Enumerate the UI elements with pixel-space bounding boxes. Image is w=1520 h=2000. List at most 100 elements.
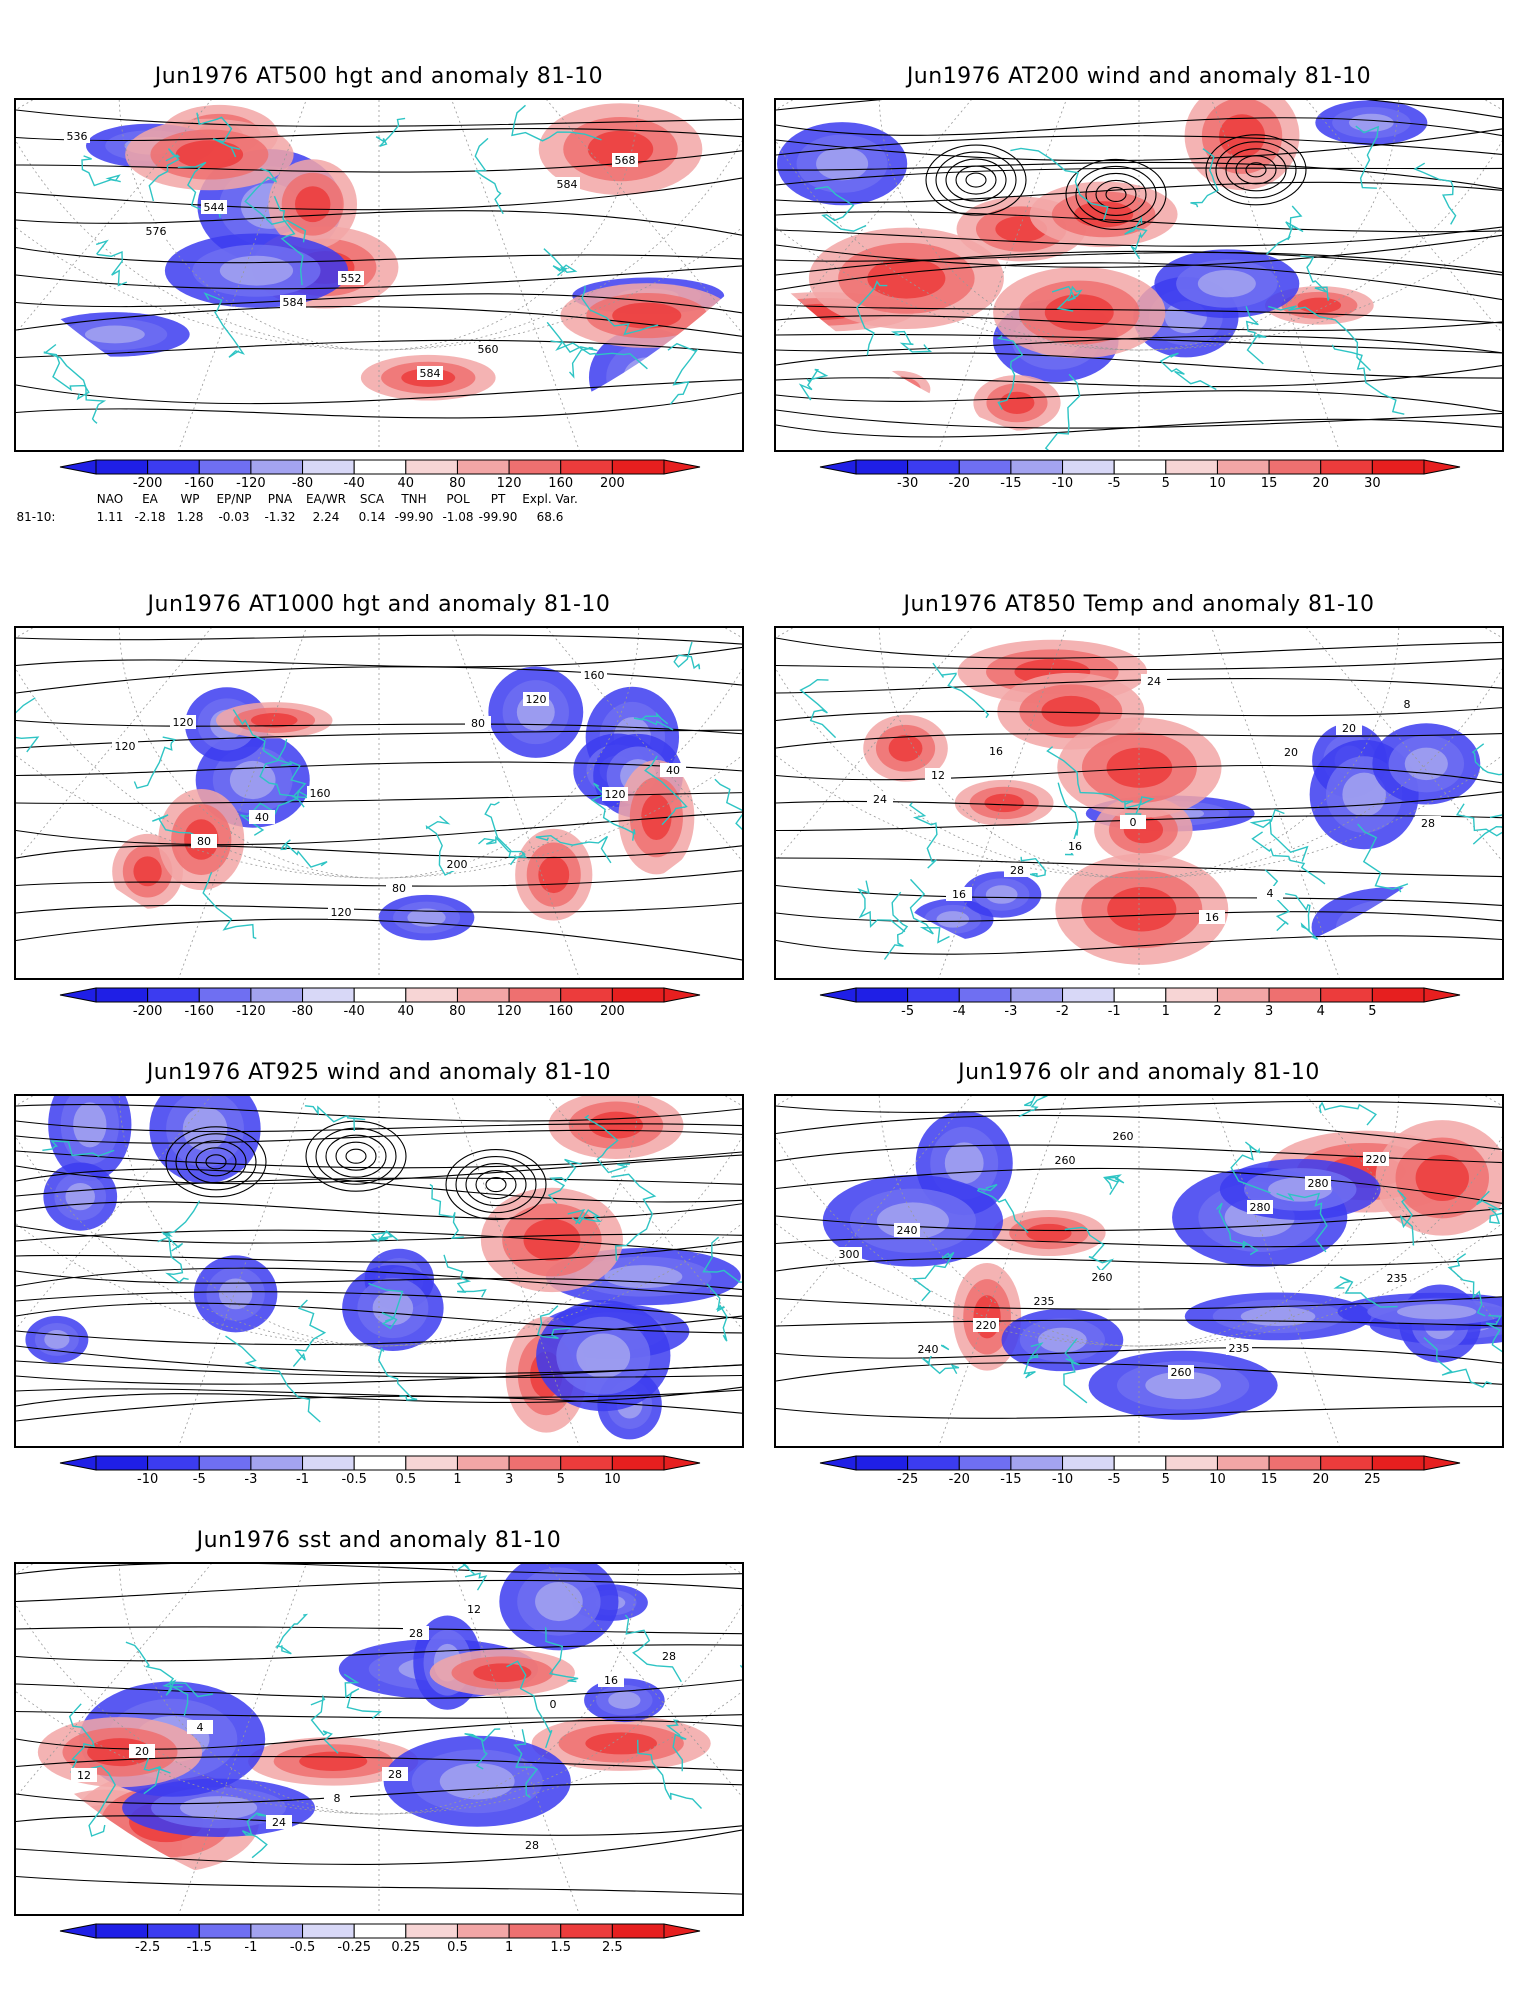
contour-label-bg bbox=[523, 692, 549, 706]
teleconnection-value: 68.6 bbox=[536, 510, 564, 524]
colorbar-graphic bbox=[59, 459, 701, 475]
contour-label-bg bbox=[1257, 886, 1283, 900]
coastlines bbox=[911, 1096, 1502, 1404]
colorbar-swatch bbox=[907, 987, 960, 1003]
colorbar-tick-label: 1 bbox=[504, 1940, 514, 1955]
colorbar-tick-label: 1.5 bbox=[550, 1940, 572, 1955]
teleconnection-header: POL bbox=[446, 492, 470, 506]
colorbar-tick-label: 80 bbox=[449, 476, 466, 491]
coastline bbox=[637, 1739, 703, 1809]
colorbar-tick-label: 3 bbox=[1264, 1004, 1274, 1019]
contour-line bbox=[776, 733, 1502, 749]
coastline bbox=[702, 1236, 742, 1283]
contour-label: 80 bbox=[197, 835, 211, 848]
anomaly-blob bbox=[984, 793, 1024, 813]
contour-line bbox=[776, 1114, 1502, 1150]
colorbar-tick-label: 120 bbox=[496, 1004, 522, 1019]
meridian bbox=[451, 628, 580, 978]
colorbar-tick-label: 5 bbox=[556, 1472, 565, 1487]
contour-label-bg bbox=[519, 1838, 545, 1852]
vortex-streamline bbox=[1225, 148, 1287, 192]
anomaly-blob bbox=[182, 1106, 228, 1151]
vortex-streamline bbox=[475, 1170, 517, 1200]
contour-label: 20 bbox=[1284, 746, 1298, 759]
teleconnection-header: EP/NP bbox=[216, 492, 252, 506]
contour-line bbox=[776, 637, 1502, 659]
contour-label-bg bbox=[465, 716, 491, 730]
vortex-streamline bbox=[945, 158, 1007, 202]
coastline bbox=[478, 835, 526, 866]
colorbar-tick-label: -25 bbox=[897, 1472, 919, 1487]
coastline bbox=[196, 112, 241, 158]
contour-label-bg bbox=[1031, 1294, 1057, 1308]
streamline bbox=[776, 352, 1502, 379]
colorbar-swatch bbox=[1216, 1455, 1270, 1471]
colorbar-tick-label: -160 bbox=[184, 476, 215, 491]
coastline bbox=[259, 738, 305, 808]
contour-label: 8 bbox=[334, 1792, 341, 1805]
contour-line bbox=[16, 845, 742, 859]
contour-label-bg bbox=[382, 1767, 408, 1781]
colorbar-tick-label: -0.5 bbox=[341, 1472, 367, 1487]
colorbar-swatch bbox=[456, 987, 510, 1003]
coastline bbox=[909, 878, 950, 944]
colorbar-tick-label: 4 bbox=[1316, 1004, 1325, 1019]
contour-line bbox=[16, 1719, 742, 1750]
anomaly-blob bbox=[1107, 887, 1177, 932]
colorbar-swatch bbox=[1113, 987, 1167, 1003]
colorbar-swatch bbox=[1165, 459, 1218, 475]
outer-domain bbox=[16, 280, 742, 450]
anomaly-blob bbox=[936, 911, 970, 928]
contour-line bbox=[776, 1234, 1502, 1248]
colorbar-swatch bbox=[907, 1455, 960, 1471]
colorbar-min-arrow bbox=[819, 1455, 857, 1471]
colorbar-max-arrow bbox=[1423, 1455, 1461, 1471]
colorbar-max-arrow bbox=[663, 1455, 701, 1471]
colorbar-tick-label: -5 bbox=[1107, 1472, 1121, 1487]
colorbar-swatch bbox=[405, 987, 458, 1003]
coastline bbox=[1455, 803, 1502, 845]
colorbar-swatch bbox=[958, 459, 1012, 475]
contour-label-bg bbox=[836, 1247, 862, 1261]
teleconnection-header: Expl. Var. bbox=[522, 492, 578, 506]
anomaly-blob bbox=[576, 1333, 631, 1378]
colorbar-tick-label: -2.5 bbox=[134, 1940, 161, 1955]
streamline bbox=[16, 1291, 742, 1320]
coastline bbox=[148, 148, 180, 202]
contour-label: 536 bbox=[67, 130, 88, 143]
map-frame bbox=[14, 1094, 744, 1448]
colorbar-swatch bbox=[560, 1923, 613, 1939]
streamline bbox=[16, 1395, 742, 1422]
colorbar-swatch bbox=[508, 459, 562, 475]
streamlines bbox=[16, 1104, 742, 1422]
contour-label: 4 bbox=[1267, 887, 1274, 900]
vortex-streamline bbox=[305, 1120, 407, 1192]
coastline bbox=[304, 1105, 366, 1132]
panel-title: Jun1976 AT200 wind and anomaly 81-10 bbox=[906, 64, 1372, 89]
coastline bbox=[799, 678, 837, 739]
vortex-streamline bbox=[925, 144, 1027, 216]
colorbar-swatch bbox=[95, 1455, 149, 1471]
panel-at500-hgt: Jun1976 AT500 hgt and anomaly 81-10 536 5… bbox=[14, 60, 744, 550]
coastline bbox=[1046, 746, 1134, 805]
meridian bbox=[451, 1564, 580, 1914]
anomaly-blob bbox=[1415, 1154, 1469, 1202]
colorbar-min-arrow bbox=[819, 987, 857, 1003]
contour-label: 28 bbox=[1421, 817, 1435, 830]
contour-label-bg bbox=[386, 881, 412, 895]
coastline bbox=[484, 801, 527, 858]
streamline bbox=[16, 1302, 742, 1334]
coastline bbox=[1276, 1192, 1328, 1253]
contour-label: 220 bbox=[976, 1319, 997, 1332]
colorbar-tick-label: 120 bbox=[496, 476, 522, 491]
anomaly-blob bbox=[1038, 1327, 1087, 1353]
contour-line bbox=[776, 678, 1502, 694]
colorbar-tick-label: 200 bbox=[599, 476, 625, 491]
contour-line bbox=[16, 1875, 742, 1895]
coastline bbox=[443, 1254, 487, 1298]
coastline bbox=[911, 1251, 955, 1302]
colorbar-tick-label: -10 bbox=[137, 1472, 159, 1487]
colorbar: -200 -160 -120 -80 -40 40 80 120 160 200 bbox=[59, 459, 701, 491]
contour-line bbox=[16, 729, 742, 749]
anomaly-blob bbox=[133, 856, 162, 887]
